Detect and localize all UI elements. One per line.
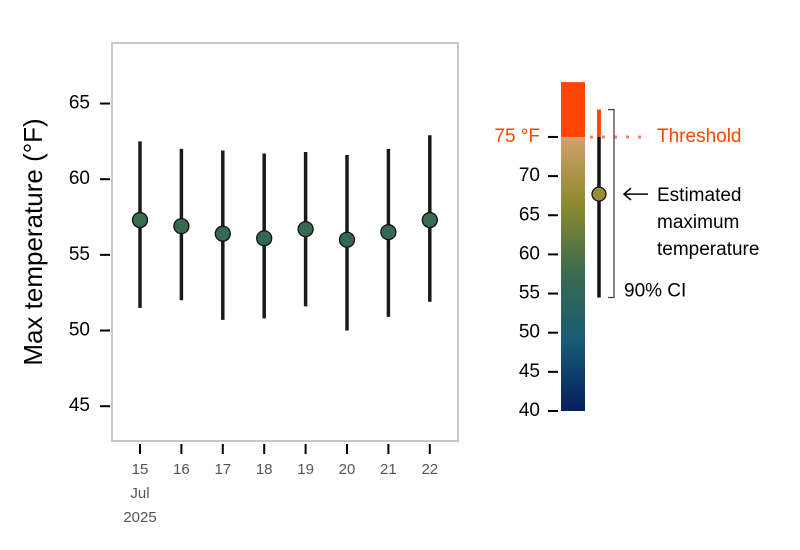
point (338, 231, 356, 248)
x-tick-label: 16 (173, 461, 190, 478)
point-label: temperature (657, 239, 759, 260)
plot-frame (111, 42, 459, 442)
x-tick-label: 18 (256, 461, 273, 478)
point-label: maximum (657, 212, 739, 233)
point (214, 225, 231, 242)
x-tick-label: 19 (297, 461, 314, 478)
x-tick-label: 15 (132, 461, 149, 478)
point (256, 230, 273, 247)
y-tick-label: 65 (69, 93, 90, 114)
colorbar (561, 136, 585, 411)
colorbar-tick-label: 70 (519, 165, 540, 186)
colorbar-tick-label: 60 (519, 243, 540, 264)
x-tick-label: 22 (421, 461, 438, 478)
x-tick-label: 17 (214, 461, 231, 478)
colorbar-tick-label: 45 (519, 361, 540, 382)
point (421, 211, 438, 229)
point (131, 211, 149, 229)
colorbar-tick-label: 50 (519, 322, 540, 343)
x-tick-label: 21 (380, 461, 397, 478)
point (173, 217, 190, 235)
y-tick-label: 55 (69, 244, 90, 265)
point-label: Estimated (657, 185, 741, 206)
ci-bracket (608, 108, 615, 299)
y-tick-label: 50 (69, 320, 90, 341)
y-tick-label: 60 (69, 168, 90, 189)
colorbar-tick-label: 65 (519, 204, 540, 225)
y-axis-label: Max temperature (°F) (18, 118, 48, 365)
y-tick-label: 45 (69, 395, 90, 416)
colorbar-tick-label: 40 (519, 400, 540, 421)
colorbar-above-threshold (561, 82, 585, 137)
point (297, 220, 314, 238)
colorbar-tick-label: 75 °F (494, 126, 540, 147)
month-label: Jul (130, 485, 149, 502)
x-tick-label: 20 (339, 461, 356, 478)
ci-label: 90% CI (624, 280, 686, 301)
legend-point (591, 186, 607, 202)
legend-arrow (622, 187, 648, 201)
threshold-label: Threshold (657, 126, 742, 147)
year-label: 2025 (123, 509, 156, 526)
colorbar-tick-label: 55 (519, 283, 540, 304)
point (380, 224, 397, 241)
